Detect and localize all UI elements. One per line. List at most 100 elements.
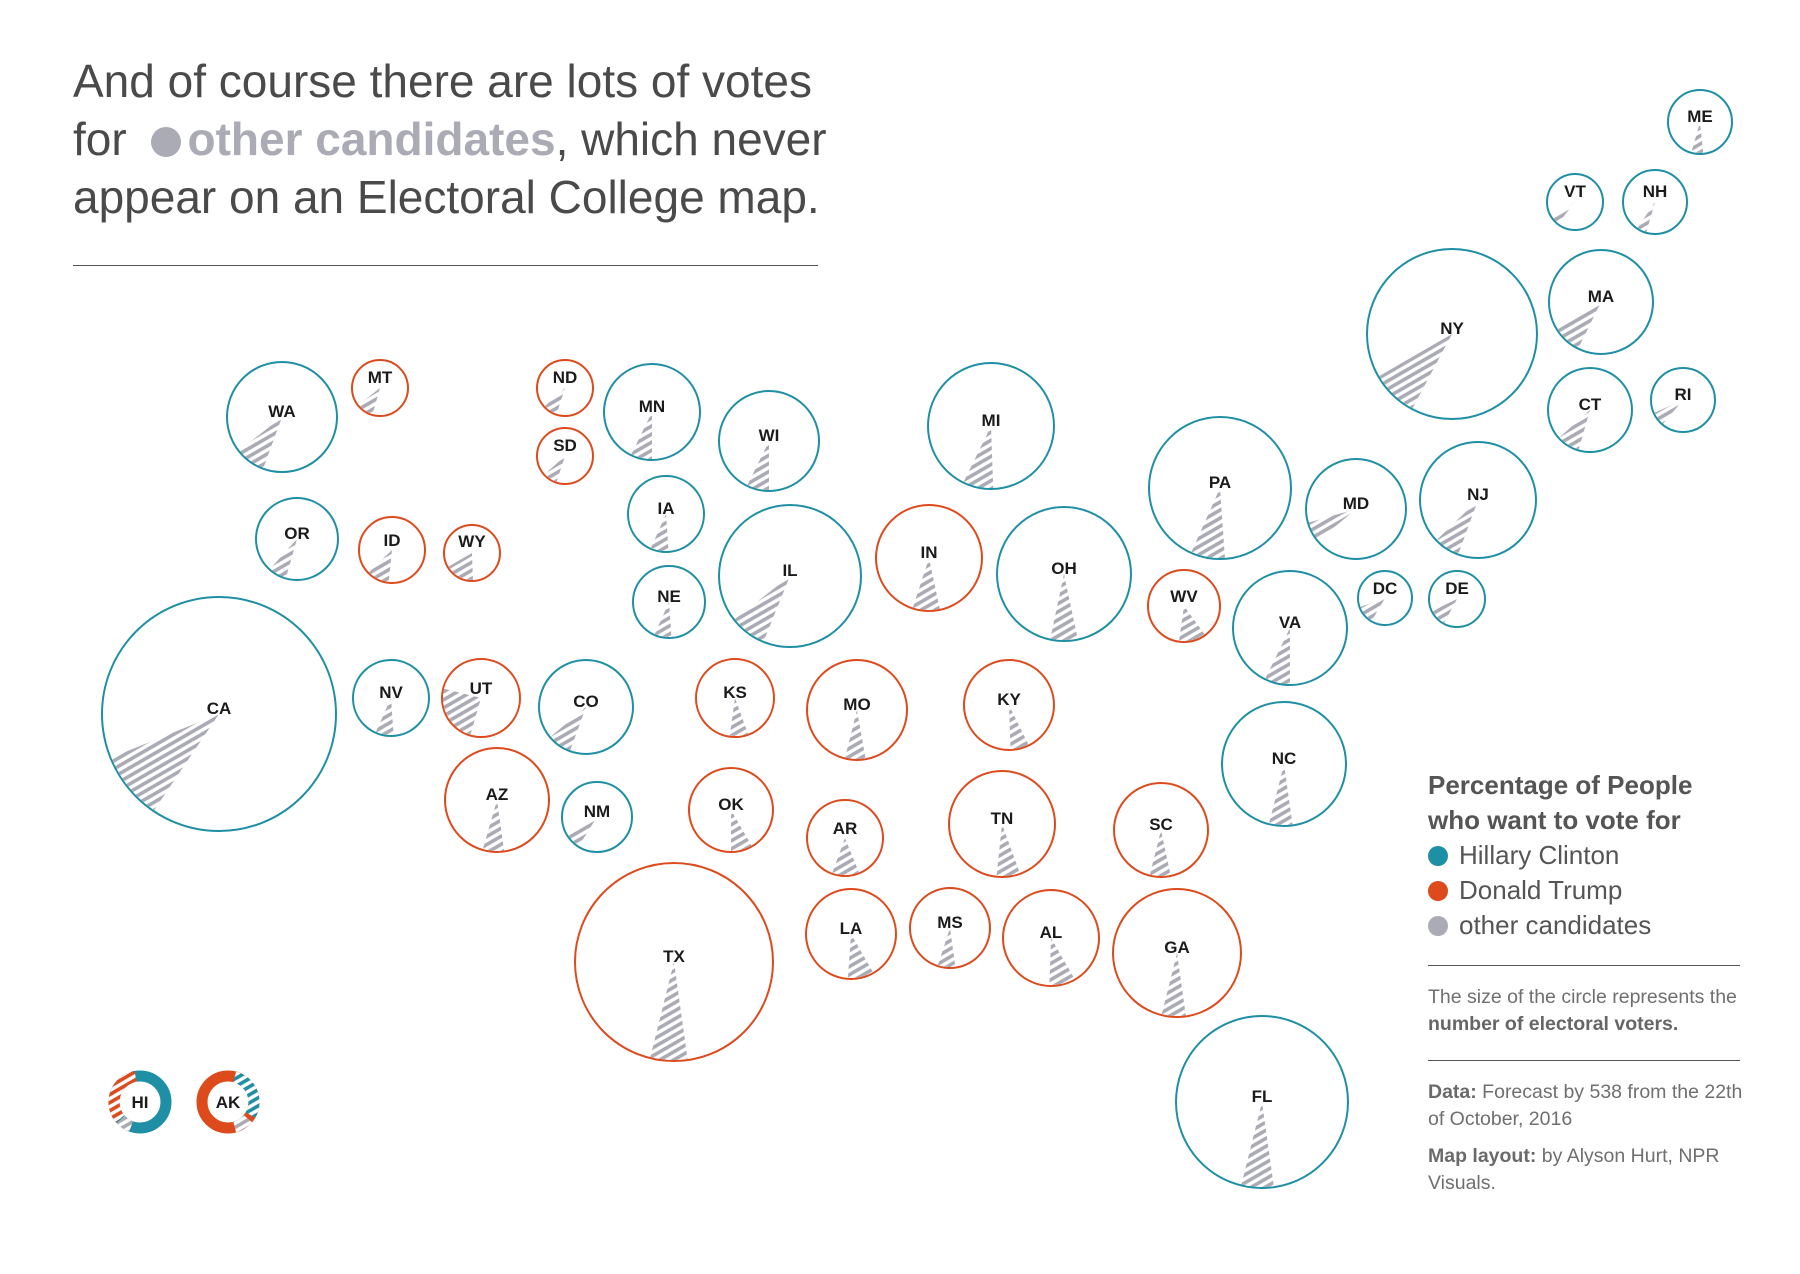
state-label-il: IL [782,561,797,580]
other-share-wedge-il [734,576,790,641]
state-bubble-ar: AR [806,799,884,877]
other-share-wedge-wa [239,417,282,468]
state-label-nd: ND [553,368,578,387]
state-label-mo: MO [843,695,870,714]
state-bubble-wa: WA [226,361,338,473]
state-label-id: ID [384,531,401,550]
state-bubble-ri: RI [1650,367,1716,433]
state-label-ut: UT [470,679,493,698]
state-label-ny: NY [1440,319,1464,338]
state-bubble-ia: IA [627,475,705,553]
other-share-wedge-mi [963,426,994,489]
state-label-mt: MT [368,368,393,387]
state-label-wi: WI [759,426,780,445]
state-label-vt: VT [1564,182,1586,201]
other-share-wedge-tn [996,824,1020,876]
other-share-wedge-ms [937,928,956,967]
state-label-mn: MN [639,397,665,416]
map-layout-credit: Map layout: by Alyson Hurt, NPR Visuals. [1428,1143,1748,1197]
state-bubble-ca: CA [101,596,337,832]
legend-title: Percentage of People who want to vote for [1428,768,1748,838]
legend-item-clinton: Hillary Clinton [1428,838,1748,873]
state-label-fl: FL [1252,1087,1273,1106]
map-layout-text: by Alyson Hurt, NPR Visuals. [1428,1145,1720,1194]
state-label-hi: HI [132,1093,149,1112]
other-share-wedge-ia [651,514,669,551]
state-bubble-la: LA [805,888,897,980]
state-ring-other-ak [232,1114,253,1133]
state-label-nj: NJ [1467,485,1489,504]
state-bubble-ms: MS [909,887,991,969]
other-share-wedge-fl [1241,1102,1274,1188]
other-share-wedge-ut [442,688,481,735]
state-label-ia: IA [658,499,675,518]
state-label-nm: NM [584,802,610,821]
other-share-wedge-ne [654,602,672,637]
state-bubble-ut: UT [441,658,521,738]
state-label-wv: WV [1170,587,1198,606]
state-bubble-tx: TX [574,862,774,1062]
legend: Percentage of People who want to vote for… [1428,768,1748,1207]
state-bubble-sd: SD [536,427,594,485]
other-share-wedge-oh [1050,574,1078,641]
headline-line-1: And of course there are lots of votes [73,55,812,107]
state-label-sc: SC [1149,815,1173,834]
headline-line-2-prefix: for [73,113,140,165]
state-bubble-fl: FL [1175,1015,1349,1189]
other-share-wedge-in [912,558,940,611]
state-label-or: OR [284,524,310,543]
state-bubble-me: ME [1667,89,1733,155]
other-share-wedge-ar [832,838,859,876]
state-label-md: MD [1343,494,1369,513]
data-source-label: Data: [1428,1081,1477,1103]
state-bubble-ks: KS [695,658,775,738]
data-source: Data: Forecast by 538 from the 22th of O… [1428,1079,1748,1133]
other-share-wedge-ct [1559,410,1590,450]
headline-line-3: appear on an Electoral College map. [73,171,820,223]
state-label-mi: MI [982,411,1001,430]
other-share-wedge-wi [747,441,769,490]
legend-item-other: other candidates [1428,908,1748,943]
other-candidates-dot-icon [151,127,182,157]
legend-title-line-1: Percentage of People [1428,770,1693,800]
other-share-wedge-mo [845,710,866,760]
state-label-pa: PA [1209,473,1231,492]
state-bubble-in: IN [875,504,983,612]
state-label-ok: OK [718,795,744,814]
headline-divider [73,265,818,266]
other-share-wedge-wy [448,553,473,581]
state-label-va: VA [1279,613,1301,632]
legend-title-line-2: who want to vote for [1428,805,1681,835]
state-label-ma: MA [1588,287,1614,306]
state-bubble-nh: NH [1622,169,1688,235]
other-share-wedge-mn [631,412,652,459]
other-share-wedge-dc [1360,598,1385,621]
other-dot-icon [1428,915,1448,936]
state-label-tn: TN [991,809,1014,828]
other-share-wedge-ri [1654,400,1683,424]
trump-dot-icon [1428,880,1448,901]
state-label-wy: WY [458,532,486,551]
state-bubble-ma: MA [1548,249,1654,355]
state-bubble-mo: MO [806,659,908,761]
state-bubbles: ME VT NH MA NY CT RI WA MT ND SD MN WI MI PA MD NJ OR ID WY… [101,89,1733,1189]
other-share-wedge-de [1432,599,1457,623]
state-bubble-md: MD [1305,458,1407,560]
state-bubble-ky: KY [963,659,1055,751]
other-share-wedge-ok [731,810,752,851]
state-label-nv: NV [379,683,403,702]
state-bubble-ok: OK [688,767,774,853]
state-label-nc: NC [1272,749,1297,768]
state-label-wa: WA [268,402,295,421]
headline-highlight: other candidates [187,113,556,165]
state-label-ms: MS [937,913,963,932]
state-bubble-tn: TN [948,770,1056,878]
size-note-text: The size of the circle represents the [1428,986,1737,1008]
other-share-wedge-va [1265,628,1290,684]
state-bubble-oh: OH [996,506,1132,642]
headline-line-2-suffix: , which never [555,113,827,165]
state-label-ct: CT [1579,395,1602,414]
state-bubble-nc: NC [1221,701,1347,827]
state-label-al: AL [1040,923,1063,942]
state-label-ky: KY [997,690,1021,709]
